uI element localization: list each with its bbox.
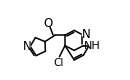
- Circle shape: [82, 31, 89, 38]
- Text: N: N: [81, 28, 90, 41]
- Text: Cl: Cl: [53, 58, 63, 68]
- Circle shape: [55, 60, 62, 67]
- Circle shape: [44, 20, 51, 27]
- Text: NH: NH: [84, 41, 101, 51]
- Text: O: O: [43, 17, 52, 30]
- Text: N: N: [23, 40, 31, 53]
- Circle shape: [89, 42, 96, 49]
- Circle shape: [24, 43, 30, 50]
